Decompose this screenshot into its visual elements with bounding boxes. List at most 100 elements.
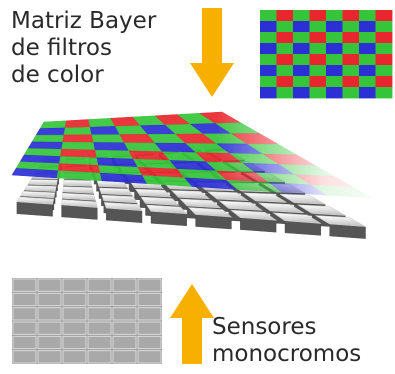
- bayer-cell: [293, 65, 310, 77]
- bayer-cell: [309, 87, 327, 99]
- filter-tile: [62, 134, 94, 143]
- bayer-cell: [276, 43, 294, 55]
- bayer-cell: [326, 76, 343, 88]
- filter-tile: [64, 119, 91, 129]
- bayer-cell: [342, 10, 360, 22]
- sensor-tile: [103, 202, 143, 212]
- sensor-cell: [137, 321, 162, 335]
- filter-tile: [35, 127, 66, 136]
- bayer-cell: [342, 76, 360, 88]
- bayer-cell: [293, 21, 310, 33]
- bayer-pattern-flat: [260, 10, 393, 99]
- bayer-cell: [260, 54, 277, 66]
- bayer-cell: [260, 10, 277, 22]
- filter-tile: [93, 142, 130, 152]
- bayer-cell: [326, 54, 343, 66]
- bayer-cell: [359, 43, 376, 55]
- bayer-cell: [260, 43, 277, 55]
- bayer-cell: [375, 54, 393, 66]
- bayer-cell: [309, 10, 327, 22]
- bayer-cell: [309, 43, 327, 55]
- sensor-tile: [16, 196, 54, 205]
- sensor-tile: [297, 204, 346, 216]
- bayer-cell: [260, 32, 277, 44]
- bayer-cell: [359, 65, 376, 77]
- bayer-cell: [342, 32, 360, 44]
- filter-tile: [31, 134, 65, 143]
- sensor-cell: [37, 335, 62, 350]
- bayer-cell: [326, 21, 343, 33]
- sensor-tile: [206, 191, 250, 201]
- bayer-cell: [342, 54, 360, 66]
- sensor-cell: [62, 335, 87, 350]
- sensor-tile: [20, 190, 56, 199]
- sensor-cell: [137, 307, 162, 321]
- bayer-cell: [342, 21, 360, 33]
- sensor-cell: [137, 335, 162, 350]
- bayer-cell: [260, 21, 277, 33]
- bayer-cell: [293, 76, 310, 88]
- bayer-cell: [276, 21, 294, 33]
- sensor-cell: [37, 321, 62, 335]
- bayer-cell: [276, 54, 294, 66]
- bayer-cell: [359, 32, 376, 44]
- bayer-cell: [375, 32, 393, 44]
- bayer-cell: [276, 87, 294, 99]
- sensor-cell: [112, 335, 137, 350]
- sensor-cell: [12, 307, 37, 321]
- bayer-cell: [359, 54, 376, 66]
- bayer-cell: [326, 32, 343, 44]
- sensor-cell: [12, 321, 37, 335]
- sensor-tile: [145, 204, 188, 215]
- filter-tile: [39, 120, 67, 129]
- sensor-cell: [37, 278, 62, 292]
- bayer-cell: [359, 10, 376, 22]
- sensor-grid-flat: [12, 278, 162, 364]
- filter-tile: [89, 126, 121, 136]
- filter-tile: [27, 141, 64, 150]
- sensor-grid-background: [12, 278, 162, 364]
- bayer-cell: [375, 87, 393, 99]
- sensor-cell: [87, 350, 112, 364]
- sensor-tile: [135, 188, 172, 198]
- sensor-cell: [87, 321, 112, 335]
- monochrome-sensors-label-line1: Sensores: [212, 314, 317, 340]
- bayer-cell: [375, 43, 393, 55]
- bayer-cell: [375, 65, 393, 77]
- filter-tile: [61, 141, 96, 151]
- sensor-tile: [279, 193, 326, 205]
- bayer-filter-label-line3: de color: [11, 62, 104, 88]
- bayer-cell: [276, 76, 294, 88]
- sensor-tile: [140, 196, 180, 206]
- sensor-cell: [62, 350, 87, 364]
- bayer-cell: [293, 87, 310, 99]
- monochrome-sensors-label: Sensores monocromos: [212, 314, 361, 368]
- bayer-cell: [293, 54, 310, 66]
- bayer-cell: [260, 65, 277, 77]
- sensor-tile: [61, 192, 96, 201]
- sensor-tile: [188, 207, 233, 218]
- sensor-cell: [37, 350, 62, 364]
- bayer-cell: [342, 87, 360, 99]
- filter-tile: [63, 126, 93, 136]
- bayer-cell: [309, 32, 327, 44]
- sensor-cell: [62, 292, 87, 307]
- monochrome-sensors-label-line2: monocromos: [212, 341, 362, 367]
- sensor-tile: [62, 186, 95, 194]
- bayer-cell: [309, 76, 327, 88]
- sensor-cell: [12, 278, 37, 292]
- sensor-cell: [87, 292, 112, 307]
- bayer-cell: [293, 43, 310, 55]
- bayer-cell: [326, 87, 343, 99]
- arrow-down-icon: [190, 8, 234, 97]
- sensor-cell: [112, 321, 137, 335]
- bayer-filter-label-line2: de filtros: [11, 35, 112, 61]
- sensor-tile: [272, 212, 321, 224]
- sensor-tile: [257, 202, 304, 214]
- sensor-cell: [62, 307, 87, 321]
- sensor-cell: [62, 321, 87, 335]
- sensor-tile: [98, 187, 133, 196]
- bayer-cell: [260, 87, 277, 99]
- filter-layer-perspective: [11, 111, 373, 199]
